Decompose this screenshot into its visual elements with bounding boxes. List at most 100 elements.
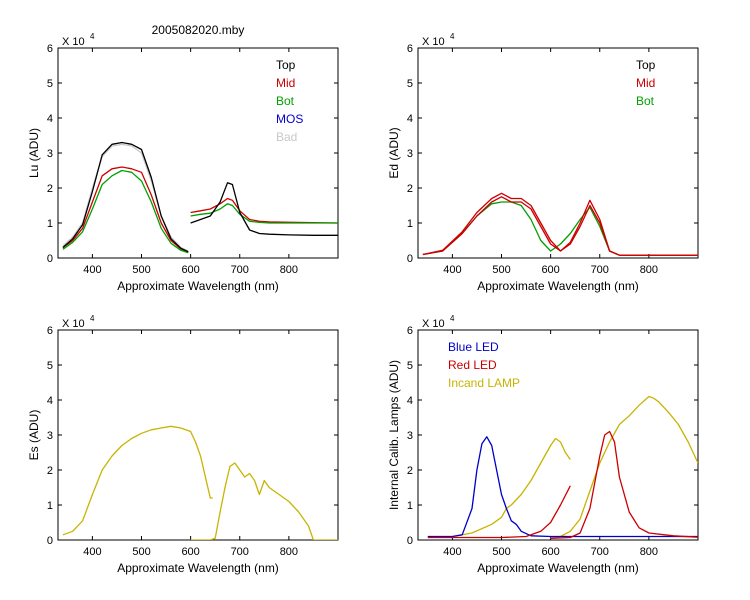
x-tick-label: 400 (83, 264, 101, 276)
series-line-2 (550, 395, 698, 539)
chart-panel-4: 0 1 2 3 4 5 6 400 500 600 700 800 X 10 4 Approximate W… (387, 314, 699, 575)
x-tick-label: 800 (640, 546, 658, 558)
legend-entry: MOS (276, 112, 303, 126)
legend: Blue LED Red LED Incand LAMP (448, 340, 520, 390)
x-axis-label: Approximate Wavelength (nm) (477, 279, 639, 293)
legend: Top Mid Bot (636, 58, 656, 108)
y-tick-label: 6 (47, 325, 53, 337)
plot-area (57, 47, 339, 259)
y-tick-label: 2 (47, 183, 53, 195)
legend-entry: Mid (636, 76, 655, 90)
x-tick-label: 700 (231, 264, 249, 276)
y-axis-label: Lu (ADU) (27, 128, 41, 178)
y-tick-label: 0 (47, 535, 53, 547)
y-tick-label: 0 (407, 253, 413, 265)
series-line-3 (422, 196, 698, 256)
y-tick-label: 1 (407, 218, 413, 230)
series-group (62, 141, 338, 254)
y-tick-label: 4 (47, 113, 53, 125)
legend: Top Mid Bot MOS Bad (276, 58, 303, 144)
y-exponent-power: 4 (450, 32, 455, 41)
y-exponent-label: X 10 (62, 36, 85, 48)
series-line-4 (62, 141, 189, 253)
y-exponent-label: X 10 (62, 318, 85, 330)
x-tick-label: 500 (132, 264, 150, 276)
series-line-4 (427, 485, 571, 539)
y-tick-label: 3 (407, 148, 413, 160)
x-tick-label: 600 (541, 546, 559, 558)
y-tick-label: 5 (407, 360, 413, 372)
legend-entry: Bad (276, 130, 297, 144)
x-tick-label: 700 (591, 546, 609, 558)
chart-panel-3: 0 1 2 3 4 5 6 400 500 600 700 800 X 10 4 Approximate W… (27, 314, 339, 575)
series-line-5 (550, 430, 698, 539)
legend-entry: Mid (276, 76, 295, 90)
legend-entry: Incand LAMP (448, 376, 520, 390)
y-tick-label: 5 (47, 78, 53, 90)
y-tick-label: 0 (47, 253, 53, 265)
y-tick-label: 4 (407, 113, 413, 125)
plot-area (417, 47, 699, 259)
y-axis-label: Internal Calib. Lamps (ADU) (387, 360, 401, 510)
y-exponent-power: 4 (90, 314, 95, 323)
y-tick-label: 2 (47, 465, 53, 477)
x-tick-label: 400 (443, 546, 461, 558)
series-group (62, 425, 338, 540)
y-tick-label: 5 (407, 78, 413, 90)
chart-panel-2: 0 1 2 3 4 5 6 400 500 600 700 800 X 10 4 Approximate W… (387, 32, 699, 293)
x-axis-label: Approximate Wavelength (nm) (117, 561, 279, 575)
series-group (422, 192, 698, 256)
series-line-3 (62, 169, 189, 254)
y-tick-label: 1 (407, 500, 413, 512)
series-line-6 (190, 203, 338, 224)
x-tick-label: 600 (181, 264, 199, 276)
series-line-3 (427, 436, 698, 538)
y-tick-label: 3 (47, 430, 53, 442)
legend-entry: Bot (276, 94, 295, 108)
series-line-7 (190, 182, 338, 236)
chart-panel-1: 0 1 2 3 4 5 6 400 500 600 700 800 X 10 4 Approximate W… (27, 32, 339, 293)
y-tick-label: 1 (47, 500, 53, 512)
y-exponent-power: 4 (90, 32, 95, 41)
x-axis-label: Approximate Wavelength (nm) (477, 561, 639, 575)
y-tick-label: 2 (407, 183, 413, 195)
x-tick-label: 400 (443, 264, 461, 276)
legend-entry: Top (276, 58, 296, 72)
y-tick-label: 4 (407, 395, 413, 407)
x-axis-label: Approximate Wavelength (nm) (117, 279, 279, 293)
series-line-1 (427, 437, 571, 538)
y-tick-label: 6 (407, 43, 413, 55)
x-tick-label: 400 (83, 546, 101, 558)
y-tick-label: 1 (47, 218, 53, 230)
y-tick-label: 3 (47, 148, 53, 160)
y-axis-label: Es (ADU) (27, 410, 41, 461)
x-tick-label: 600 (541, 264, 559, 276)
y-tick-label: 5 (47, 360, 53, 372)
x-tick-label: 600 (181, 546, 199, 558)
legend-entry: Bot (636, 94, 655, 108)
x-tick-label: 800 (280, 264, 298, 276)
series-group (427, 395, 698, 539)
y-exponent-label: X 10 (422, 318, 445, 330)
y-tick-label: 4 (47, 395, 53, 407)
legend-entry: Blue LED (448, 340, 499, 354)
x-tick-label: 500 (492, 264, 510, 276)
y-axis-label: Ed (ADU) (387, 127, 401, 178)
legend-entry: Red LED (448, 358, 497, 372)
legend-entry: Top (636, 58, 656, 72)
y-tick-label: 3 (407, 430, 413, 442)
figure-title: 2005082020.mby (152, 23, 245, 37)
x-tick-label: 500 (132, 546, 150, 558)
x-tick-label: 500 (492, 546, 510, 558)
series-line-2 (62, 166, 189, 253)
series-line-1 (62, 425, 213, 536)
y-exponent-label: X 10 (422, 36, 445, 48)
y-exponent-power: 4 (450, 314, 455, 323)
y-tick-label: 0 (407, 535, 413, 547)
series-line-2 (190, 462, 338, 540)
x-tick-label: 700 (231, 546, 249, 558)
y-tick-label: 6 (407, 325, 413, 337)
x-tick-label: 800 (280, 546, 298, 558)
x-tick-label: 700 (591, 264, 609, 276)
